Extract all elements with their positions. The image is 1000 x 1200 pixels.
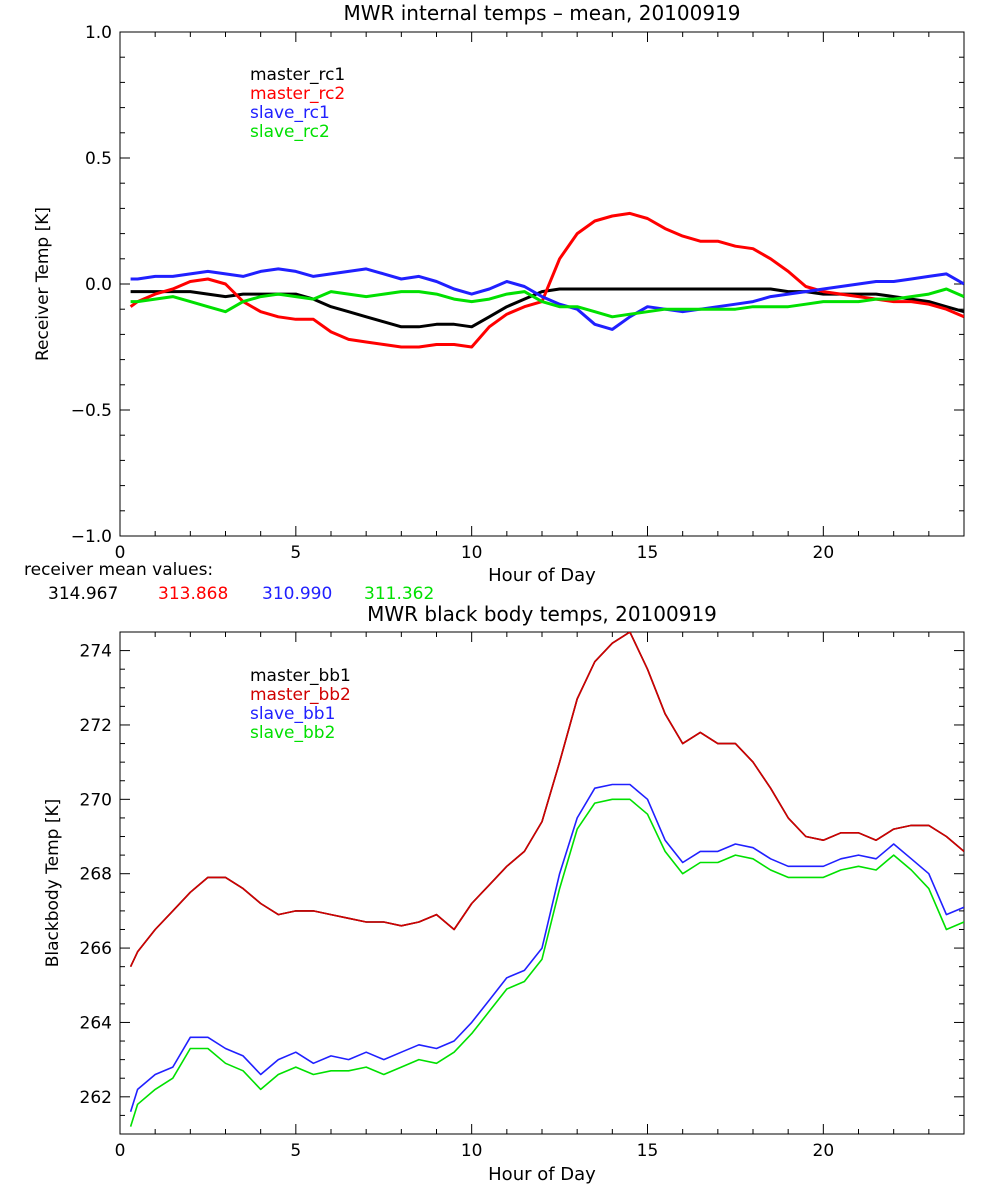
x-tick-label: 15 [637, 1141, 659, 1161]
series-line-slave_bb2 [129, 798, 964, 1127]
x-tick-label: 20 [813, 1141, 835, 1161]
legend-entry-slave_rc1: slave_rc1 [250, 103, 330, 123]
y-tick-label: 272 [80, 716, 112, 736]
legend-entry-master_rc2: master_rc2 [250, 84, 345, 104]
receiver-mean-value: 313.868 [158, 584, 228, 604]
chart-2: 0 5 10 15 20 262 264 266 268 270 272 274 MWR black b… [43, 602, 965, 1185]
chart-title: MWR internal temps – mean, 20100919 [343, 1, 740, 25]
legend-entry-master_bb2: master_bb2 [250, 685, 351, 705]
y-tick-label: 1.0 [85, 23, 112, 43]
y-axis-label: Receiver Temp [K] [33, 207, 53, 361]
receiver-mean-label: receiver mean values: [24, 560, 213, 580]
series-line-slave_bb1 [129, 783, 964, 1112]
y-tick-label: 268 [80, 865, 112, 885]
y-tick-label: 270 [80, 790, 112, 810]
receiver-mean-values: receiver mean values: 314.967 313.868 310.9… [24, 560, 434, 604]
x-tick-label: 0 [115, 1141, 126, 1161]
series-line-slave_rc2 [130, 287, 964, 319]
legend-entry-slave_bb1: slave_bb1 [250, 704, 335, 724]
receiver-mean-value: 314.967 [48, 584, 118, 604]
x-tick-label: 0 [115, 543, 126, 563]
x-axis-label: Hour of Day [488, 1164, 596, 1185]
y-tick-label: 262 [80, 1088, 112, 1108]
chart-title: MWR black body temps, 20100919 [367, 602, 717, 626]
x-tick-label: 20 [813, 543, 835, 563]
y-axis-label: Blackbody Temp [K] [43, 799, 63, 968]
series-line-master_rc2 [129, 211, 964, 349]
x-tick-label: 10 [461, 1141, 483, 1161]
y-tick-label: 264 [80, 1013, 112, 1033]
legend-entry-slave_rc2: slave_rc2 [250, 122, 330, 142]
y-tick-label: −1.0 [71, 527, 112, 547]
x-axis-label: Hour of Day [488, 565, 596, 586]
y-tick-label: 274 [80, 642, 112, 662]
legend-entry-slave_bb2: slave_bb2 [250, 723, 335, 743]
legend-entry-master_bb1: master_bb1 [250, 666, 351, 686]
x-tick-label: 10 [461, 543, 483, 563]
series-line-master_bb2 [129, 632, 964, 968]
receiver-mean-value: 310.990 [262, 584, 332, 604]
x-tick-label: 5 [290, 543, 301, 563]
plot-frame [119, 31, 965, 537]
y-tick-label: 266 [80, 939, 112, 959]
y-tick-label: −0.5 [71, 401, 112, 421]
series-line-slave_rc1 [130, 267, 964, 331]
y-tick-label: 0.5 [85, 149, 112, 169]
y-tick-label: 0.0 [85, 275, 112, 295]
x-tick-label: 5 [290, 1141, 301, 1161]
legend-entry-master_rc1: master_rc1 [250, 65, 345, 85]
chart-1: 0 5 10 15 20 −1.0 −0.5 0.0 0.5 1.0 MWR internal te… [33, 1, 965, 586]
receiver-mean-value: 311.362 [364, 584, 434, 604]
x-tick-label: 15 [637, 543, 659, 563]
series-line-master_rc1 [130, 287, 964, 329]
